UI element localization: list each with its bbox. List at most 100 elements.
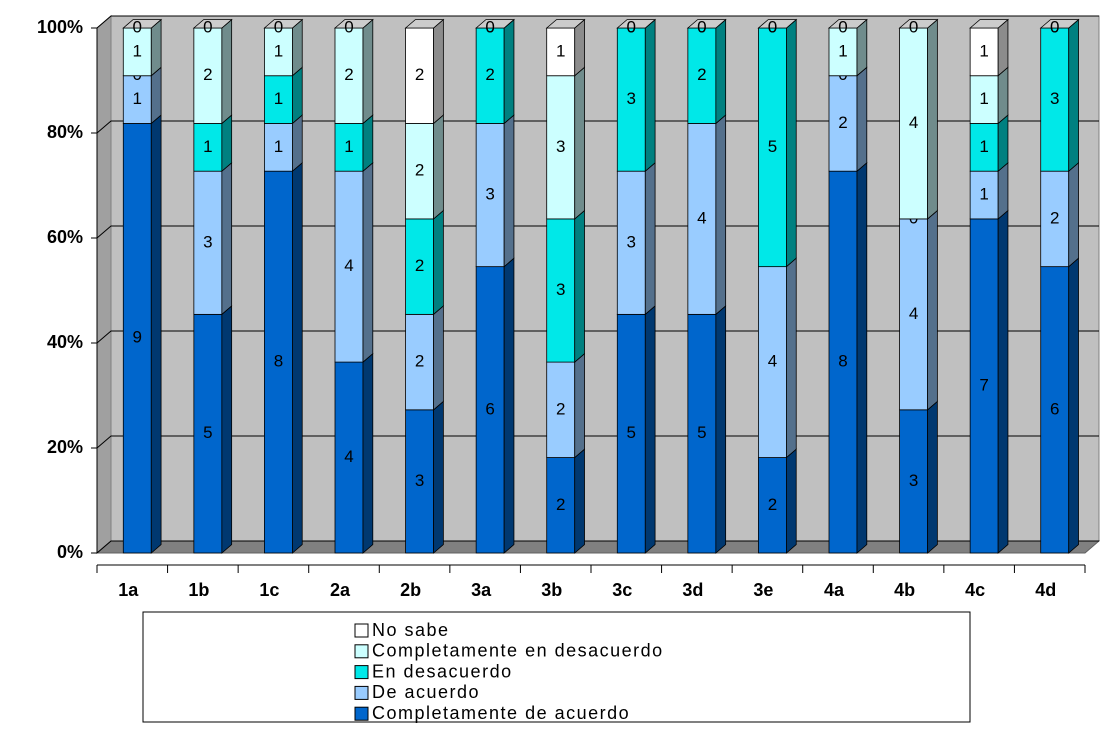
data-label: 0 [697,17,706,36]
data-label: 3 [1050,89,1059,108]
bar-side [997,66,1009,125]
bar-side [574,448,585,554]
data-label: 2 [415,256,424,275]
bar-side [574,66,585,220]
bar-side [292,18,303,77]
bar-side [997,209,1009,554]
bar-side [574,18,585,77]
legend-label: De acuerdo [372,682,480,702]
data-label: 1 [203,137,212,156]
bar-segment [687,27,717,124]
bar-side [997,114,1009,173]
bar-segment [969,75,999,124]
data-label: 5 [697,423,706,442]
bar-segment [193,27,223,124]
data-label: 9 [133,328,142,347]
bar-side [927,18,938,220]
bar-side [433,18,444,125]
bar-segment [264,27,293,77]
data-label: 2 [768,495,777,514]
bar-segment [687,313,717,554]
side-wall [96,14,112,555]
bar-side [150,66,162,125]
data-label: 1 [838,41,847,60]
data-label: 4 [344,256,353,275]
data-label: 5 [768,137,777,156]
x-tick-label: 2b [400,580,421,600]
bar-side [433,305,444,411]
data-label: 0 [133,17,142,36]
y-tick-label: 80% [47,122,83,142]
bar-segment [546,27,576,77]
y-tick-label: 20% [47,437,83,457]
data-label: 0 [203,17,212,36]
bar-segment [969,123,999,172]
y-tick-label: 0% [57,542,83,562]
data-label: 6 [1050,399,1059,418]
bar-side [715,18,727,125]
bar-side [644,18,656,173]
bar-side [927,400,938,554]
floor [95,540,1100,554]
legend-label: No sabe [372,620,450,640]
bar-side [362,352,374,554]
bar-side [221,114,233,173]
x-tick-label: 3a [471,580,492,600]
bar-side [362,114,374,173]
bar-side [715,114,727,316]
data-label: 1 [979,185,988,204]
bar-segment [969,170,999,220]
data-label: 3 [909,471,918,490]
legend-swatch [354,706,369,721]
x-tick-label: 1c [259,580,279,600]
data-label: 8 [838,352,847,371]
bar-side [1068,18,1079,173]
x-tick-label: 2a [330,580,351,600]
bar-side [644,305,656,554]
bar-top [122,19,163,29]
x-tick-label: 1b [188,580,209,600]
legend-swatch [354,644,369,659]
data-label: 1 [556,41,565,60]
bar-side [927,209,938,411]
bar-segment [758,457,787,554]
bar-side [503,114,515,268]
data-label: 3 [627,89,636,108]
bar-segment [546,457,576,554]
bar-segment [899,409,928,554]
bar-top [757,19,798,29]
data-label: 2 [838,113,847,132]
bar-side [503,257,515,554]
data-label: 0 [485,17,494,36]
data-label: 2 [697,65,706,84]
bar-segment [264,123,293,172]
x-tick-label: 3d [682,580,703,600]
data-label: 3 [203,232,212,251]
bar-side [715,305,727,554]
data-label: 2 [415,161,424,180]
data-label: 3 [627,232,636,251]
data-label: 4 [909,304,918,323]
bar-side [574,352,585,459]
bar-segment [1040,170,1070,268]
bar-top [545,19,586,29]
data-label: 0 [344,17,353,36]
bar-segment [193,123,223,172]
bar-segment [405,123,434,220]
data-label: 2 [203,65,212,84]
bar-segment [899,218,928,411]
x-tick-label: 4c [965,580,985,600]
bar-side [150,114,162,554]
bar-segment [122,75,152,124]
bar-segment [122,123,152,554]
bar-top [1039,19,1080,29]
data-label: 1 [979,137,988,156]
bar-top [192,19,233,29]
bar-side [292,161,303,554]
bar-top [333,19,374,29]
bar-segment [1040,27,1070,172]
bar-side [433,114,444,220]
bar-side [997,18,1009,77]
bar-segment [1040,266,1070,554]
data-label: 1 [274,137,283,156]
